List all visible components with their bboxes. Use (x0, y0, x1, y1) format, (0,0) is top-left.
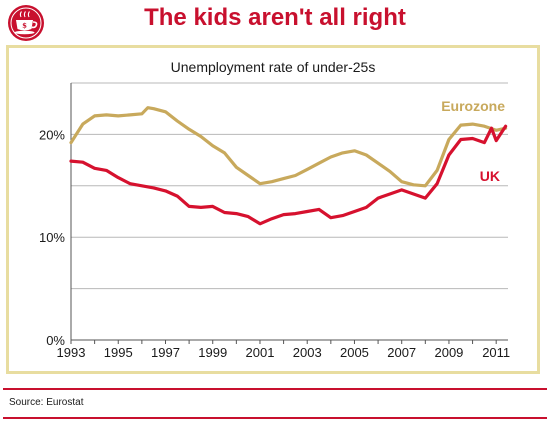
x-tick-label: 1999 (198, 345, 227, 360)
chart-title: Unemployment rate of under-25s (170, 59, 376, 75)
series-label-eurozone: Eurozone (441, 98, 505, 114)
x-tick-label: 2007 (387, 345, 416, 360)
x-tick-label: 2009 (434, 345, 463, 360)
chart-frame: Unemployment rate of under-25s 1993 1995 1… (6, 45, 540, 374)
x-tick-label: 2005 (340, 345, 369, 360)
divider-bottom (3, 417, 547, 419)
svg-text:$: $ (22, 21, 27, 30)
x-tick-label: 1995 (104, 345, 133, 360)
series-line-eurozone (69, 106, 508, 188)
y-tick-label: 10% (39, 230, 65, 245)
x-tick-label: 2003 (293, 345, 322, 360)
x-tick-label: 1997 (151, 345, 180, 360)
y-tick-label: 0% (46, 333, 65, 348)
x-tick-label: 2001 (246, 345, 275, 360)
series-label-uk: UK (480, 168, 500, 184)
source-note: Source: Eurostat (9, 397, 84, 408)
headline: The kids aren't all right (144, 4, 406, 31)
y-tick-label: 20% (39, 127, 65, 142)
series-line-uk (69, 124, 508, 226)
teacup-logo-icon: $ (6, 3, 46, 43)
x-tick-label: 2011 (482, 345, 510, 360)
x-tick-label: 1993 (57, 345, 86, 360)
line-chart: 1993 1995 1997 1999 2001 2003 2005 2007 2009 2011… (39, 82, 510, 360)
divider-top (3, 388, 547, 390)
